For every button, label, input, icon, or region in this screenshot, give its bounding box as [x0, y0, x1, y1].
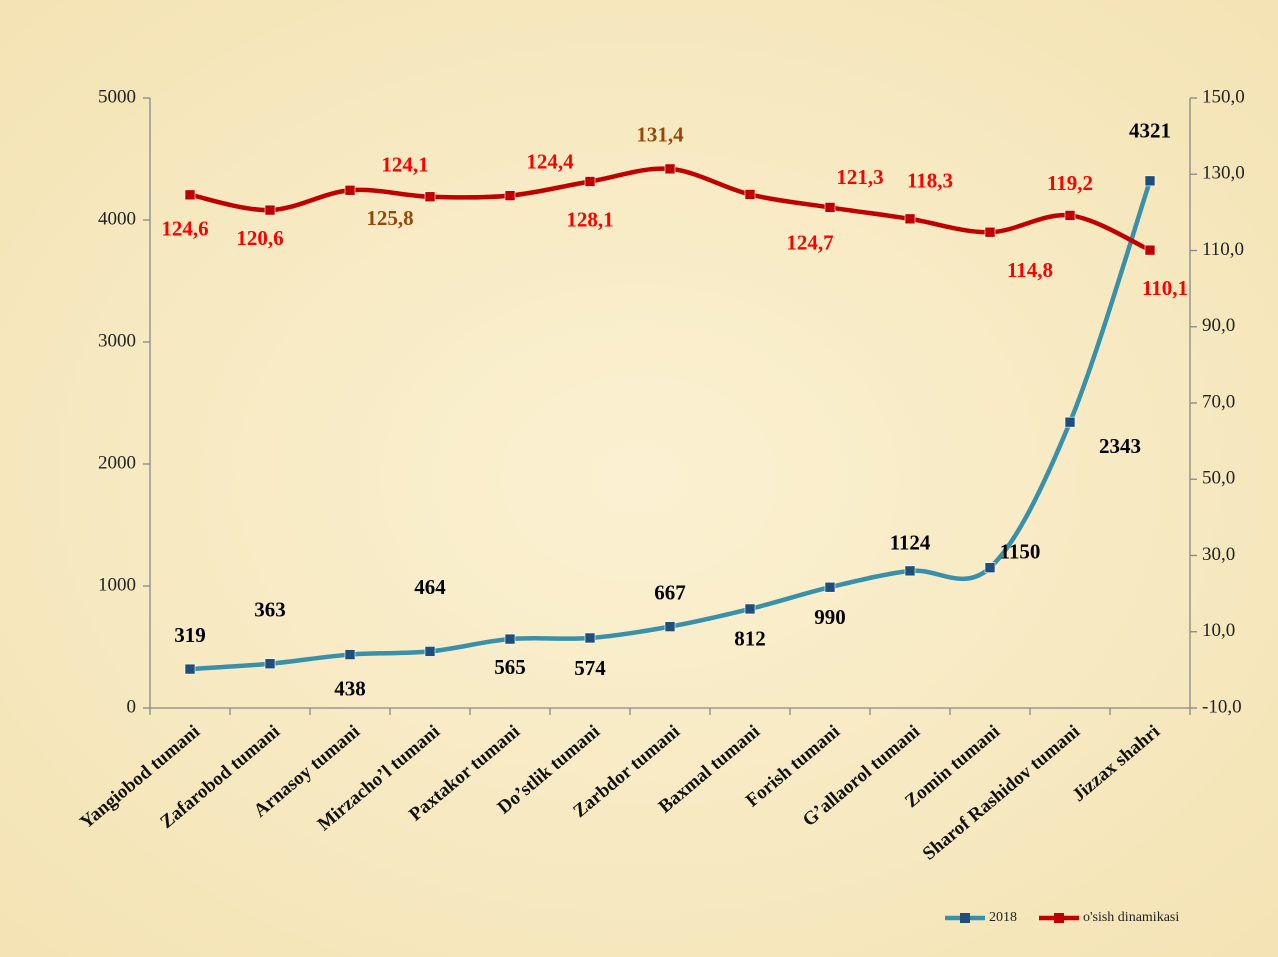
data-label: 118,3 [907, 169, 953, 193]
data-label: 131,4 [636, 123, 684, 147]
y-tick-label: 3000 [98, 330, 136, 351]
marker [504, 190, 516, 201]
marker [744, 189, 756, 200]
marker [744, 603, 756, 615]
data-label: 2343 [1099, 434, 1141, 458]
marker [424, 191, 436, 203]
y2-tick-label: 30,0 [1202, 544, 1235, 565]
marker [504, 633, 516, 645]
y2-tick-label: 90,0 [1202, 315, 1235, 336]
data-label: 1124 [890, 531, 931, 555]
y-tick-label: 1000 [98, 574, 136, 595]
data-label: 124,7 [786, 230, 833, 254]
marker [984, 226, 996, 238]
marker [264, 204, 276, 216]
y2-tick-label: 10,0 [1202, 620, 1235, 641]
marker [664, 163, 676, 175]
y-tick-label: 4000 [98, 208, 136, 229]
data-label: 565 [494, 655, 526, 679]
series-line [189, 180, 1153, 672]
marker [664, 621, 676, 632]
y2-tick-label: 70,0 [1202, 391, 1235, 412]
data-label: 114,8 [1007, 258, 1053, 282]
data-label: 319 [174, 623, 206, 647]
marker [824, 202, 836, 213]
data-label: 438 [334, 676, 366, 700]
legend-label: 2018 [989, 910, 1017, 925]
y2-tick-label: 130,0 [1202, 163, 1245, 184]
data-label: 120,6 [236, 226, 283, 250]
marker [904, 565, 916, 577]
y-tick-label: 0 [127, 696, 137, 717]
marker [584, 632, 596, 644]
y2-tick-label: -10,0 [1202, 696, 1242, 717]
y-tick-label: 5000 [98, 86, 136, 107]
y-tick-label: 2000 [98, 452, 136, 473]
data-label: 110,1 [1142, 276, 1188, 300]
y2-tick-label: 150,0 [1202, 86, 1245, 107]
marker [184, 189, 196, 201]
marker [824, 581, 836, 593]
marker [344, 184, 356, 196]
data-label: 464 [414, 575, 446, 599]
marker [264, 658, 276, 670]
data-label: 124,4 [526, 149, 574, 173]
data-label: 812 [734, 627, 766, 651]
marker [1064, 416, 1076, 428]
data-label: 125,8 [366, 206, 413, 230]
data-label: 990 [814, 605, 846, 629]
legend-marker [1054, 913, 1064, 923]
legend-label: o'sish dinamikasi [1083, 910, 1179, 925]
data-label: 119,2 [1047, 171, 1093, 195]
data-label: 574 [574, 656, 606, 680]
data-label: 128,1 [566, 207, 613, 231]
data-label: 4321 [1129, 119, 1171, 143]
y2-tick-label: 110,0 [1202, 239, 1244, 260]
data-label: 667 [654, 580, 686, 604]
marker [904, 213, 916, 225]
marker [1144, 244, 1156, 256]
data-label: 363 [254, 598, 286, 622]
marker [344, 649, 356, 660]
marker [1064, 210, 1076, 221]
marker [1144, 175, 1156, 187]
legend-marker [960, 913, 970, 923]
data-label: 124,6 [161, 217, 208, 241]
data-label: 1150 [1000, 540, 1041, 564]
marker [424, 646, 436, 657]
y2-tick-label: 50,0 [1202, 468, 1235, 489]
data-label: 124,1 [381, 153, 428, 177]
marker [984, 562, 996, 574]
marker [184, 663, 196, 675]
data-label: 121,3 [836, 165, 883, 189]
marker [584, 176, 596, 187]
